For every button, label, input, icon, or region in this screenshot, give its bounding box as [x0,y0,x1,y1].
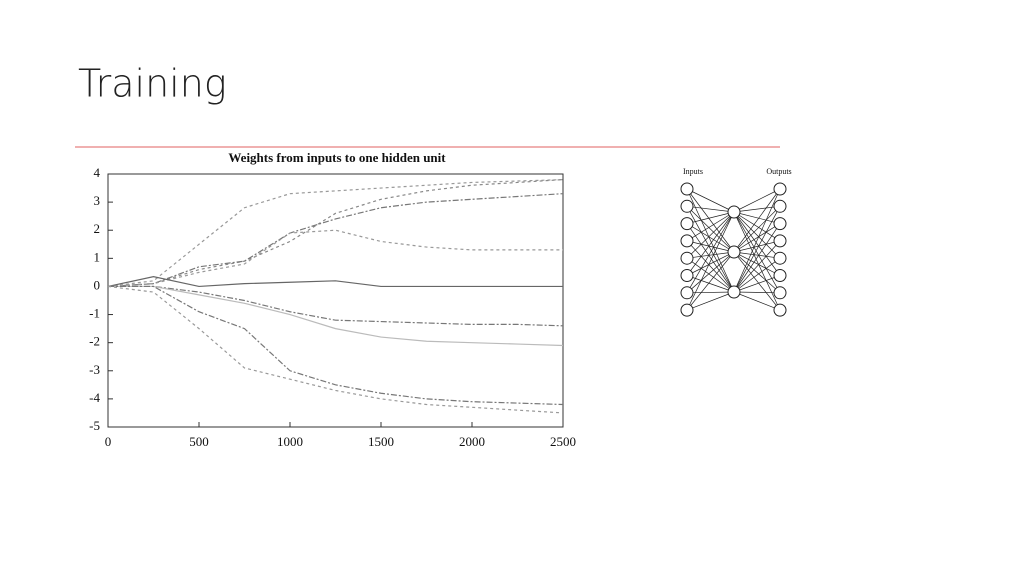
y-tick-label: 4 [94,165,101,180]
input-node [680,199,694,213]
edge [733,291,781,311]
y-tick-label: -4 [89,390,100,405]
edge [686,257,735,293]
edge [686,223,735,253]
x-tick-label: 1500 [368,434,394,449]
edge [686,188,735,213]
edge [686,251,735,311]
x-tick-label: 2500 [550,434,576,449]
weight-line [108,285,564,327]
edge [686,188,735,253]
edge [733,223,781,253]
edge [733,206,781,293]
output-node [773,199,787,213]
x-tick-label: 500 [189,434,209,449]
y-tick-label: -3 [89,362,100,377]
input-node [680,303,694,317]
edge [733,251,781,259]
hidden-node [727,245,741,259]
weight-line [107,229,563,288]
output-node [773,303,787,317]
output-node [773,286,787,300]
edge [686,211,735,293]
edge [733,211,781,293]
weight-line [108,285,564,347]
hidden-node [727,285,741,299]
y-tick-label: -1 [89,306,100,321]
weight-line [107,193,564,288]
edge [733,251,781,294]
input-node [680,251,694,265]
output-node [773,269,787,282]
edge [733,240,781,293]
weight-line [108,285,564,406]
weight-line [107,285,564,414]
edge [733,251,781,311]
inputs-label: Inputs [683,167,703,176]
edge [733,291,781,294]
output-node [773,182,787,196]
edge [733,188,781,293]
edge [733,211,781,311]
edge [686,223,735,293]
input-node [680,286,694,300]
input-node [680,217,694,231]
plot-frame [107,173,564,428]
edge [733,211,781,224]
edge [733,188,781,213]
edge [733,211,781,276]
edge [733,205,781,213]
edge [686,251,735,276]
y-tick-label: -2 [89,334,100,349]
output-node [773,234,787,248]
edge [686,291,735,294]
edge [686,275,735,293]
edge [686,211,735,259]
edge [686,240,735,293]
y-tick-label: 3 [94,193,101,208]
edge [686,205,735,213]
edge [733,240,781,253]
x-tick-label: 0 [105,434,112,449]
edge [686,211,735,311]
y-tick-label: -5 [89,418,100,433]
edge [733,188,781,253]
edge [686,188,735,293]
edge [686,251,735,259]
outputs-label: Outputs [766,167,791,176]
edge [733,223,781,293]
weight-line [107,179,564,288]
edge [733,211,781,259]
y-tick-label: 0 [94,277,101,292]
edge [733,251,781,276]
edge [686,291,735,311]
edge [686,206,735,253]
x-tick-label: 2000 [459,434,485,449]
edge [686,211,735,276]
hidden-node [727,205,741,219]
y-tick-label: 1 [94,249,101,264]
edge [686,251,735,294]
input-node [680,234,694,248]
y-tick-label: 2 [94,221,101,236]
edge [686,240,735,253]
input-node [680,269,694,282]
edge [733,257,781,293]
x-tick-label: 1000 [277,434,303,449]
input-node [680,182,694,196]
edge [686,211,735,224]
edge [733,211,781,242]
edge [686,206,735,293]
slide-title: Training [78,62,227,106]
output-node [773,251,787,265]
chart-title: Weights from inputs to one hidden unit [228,150,446,165]
weight-line [107,179,564,288]
edge [733,275,781,293]
edge [686,211,735,242]
output-node [773,217,787,231]
weight-line [107,275,563,288]
edge [733,206,781,253]
